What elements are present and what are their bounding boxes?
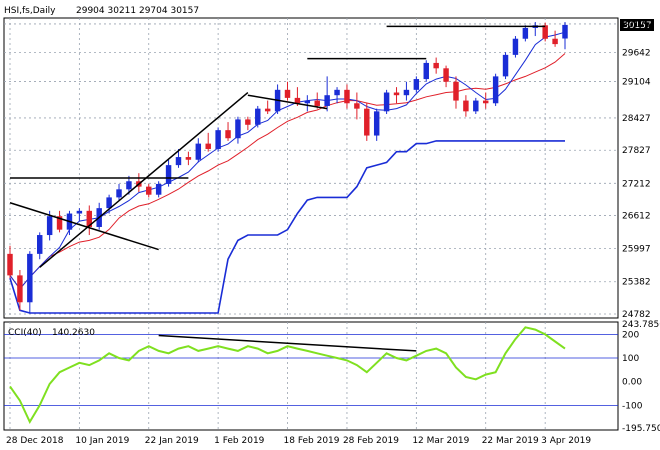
cci-trend-line — [158, 334, 417, 352]
candle-body — [413, 79, 420, 90]
candle-body — [245, 119, 251, 125]
y-tick-label: 25382 — [622, 278, 651, 288]
candle-body — [175, 157, 182, 166]
cci-tick-label: 200 — [622, 330, 639, 340]
y-tick-label: 29104 — [622, 78, 651, 88]
candle-body — [314, 100, 320, 106]
candle-body — [46, 216, 53, 236]
price-panel — [3, 17, 619, 319]
cci-tick-label: -100 — [622, 401, 643, 411]
donchian-lower-line — [9, 140, 565, 314]
cci-line — [9, 326, 566, 425]
candle-body — [482, 100, 489, 104]
candle-body — [334, 89, 340, 96]
candle-body — [552, 38, 558, 45]
cci-tick-label: 243.7856 — [622, 320, 660, 330]
trend-line — [9, 202, 159, 251]
candle-body — [264, 108, 271, 112]
candle-body — [383, 92, 390, 112]
y-tick-label: 25997 — [622, 245, 651, 255]
x-tick-label: 22 Jan 2019 — [145, 436, 199, 446]
x-tick-label: 18 Feb 2019 — [284, 436, 340, 446]
candle-body — [364, 108, 370, 136]
chart-header-ohlc: 29904 30211 29704 30157 — [76, 6, 199, 16]
candle-body — [562, 24, 568, 39]
candle-body — [492, 76, 499, 104]
trend-line — [39, 91, 249, 268]
cci-tick-label: 0.00 — [622, 378, 642, 388]
candle-body — [195, 143, 202, 160]
candle-body — [255, 108, 261, 125]
candle-body — [27, 253, 33, 303]
candle-body — [453, 81, 459, 101]
candle-body — [473, 100, 479, 112]
candle-body — [344, 89, 350, 104]
candle-body — [423, 62, 429, 80]
x-tick-label: 1 Feb 2019 — [214, 436, 265, 446]
x-tick-label: 28 Feb 2019 — [343, 436, 399, 446]
cci-panel — [3, 321, 619, 431]
moving-average-slow-line — [9, 53, 566, 290]
candle-body — [284, 89, 291, 98]
y-tick-label: 28427 — [622, 114, 651, 124]
y-tick-label: 27827 — [622, 146, 651, 156]
candle-body — [304, 100, 311, 104]
candle-body — [37, 235, 43, 254]
candle-body — [225, 130, 231, 139]
candle-body — [542, 25, 548, 39]
x-tick-label: 10 Jan 2019 — [75, 436, 129, 446]
candle-body — [443, 68, 449, 82]
moving-average-fast-line — [9, 31, 566, 290]
candle-body — [235, 119, 241, 139]
cci-label: CCI(40) — [8, 328, 42, 338]
candle-body — [165, 165, 172, 184]
cci-tick-label: -195.7505 — [622, 424, 660, 434]
candle-body — [146, 186, 152, 195]
y-tick-label: 29642 — [622, 49, 651, 59]
candle-body — [17, 275, 23, 303]
chart-header-symbol: HSI,fs,Daily — [4, 6, 56, 16]
candle-body — [433, 62, 439, 69]
candle-body — [106, 197, 112, 209]
candle-body — [155, 183, 162, 195]
price-panel-frame — [3, 17, 619, 319]
candle-body — [403, 89, 410, 96]
x-tick-label: 22 Mar 2019 — [482, 436, 539, 446]
y-tick-label: 26612 — [622, 212, 651, 222]
candle-body — [373, 111, 380, 136]
candle-body — [126, 181, 132, 190]
trend-line — [247, 94, 328, 110]
candle-body — [294, 97, 301, 104]
y-tick-label: 30175 — [622, 20, 651, 30]
candle-body — [76, 210, 83, 214]
last-price-label: 30157 — [623, 21, 652, 31]
cci-value: 140.2630 — [52, 328, 95, 338]
candle-body — [86, 210, 93, 227]
y-tick-label: 27212 — [622, 179, 651, 189]
x-tick-label: 3 Apr 2019 — [541, 436, 591, 446]
candle-body — [116, 189, 122, 198]
candle-body — [463, 100, 469, 112]
candle-body — [502, 54, 509, 77]
last-price-box — [620, 19, 654, 31]
candle-body — [56, 216, 63, 230]
cci-panel-frame — [3, 321, 619, 431]
candle-body — [393, 92, 400, 96]
candle-body — [324, 95, 330, 106]
candle-body — [205, 143, 211, 149]
x-tick-label: 12 Mar 2019 — [412, 436, 469, 446]
y-tick-label: 24782 — [622, 310, 651, 320]
x-tick-label: 28 Dec 2018 — [6, 436, 64, 446]
candle-body — [354, 103, 360, 109]
candle-body — [522, 27, 529, 39]
candle-body — [185, 157, 192, 160]
candle-body — [215, 130, 221, 149]
candle-body — [7, 253, 13, 276]
cci-tick-label: 100 — [622, 354, 639, 364]
candle-body — [512, 38, 519, 55]
